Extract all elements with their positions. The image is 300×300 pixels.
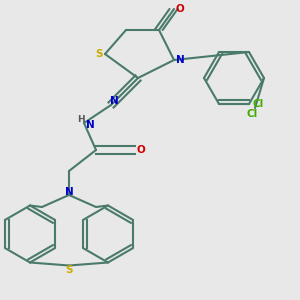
Text: S: S [95, 49, 103, 59]
Text: N: N [85, 119, 94, 130]
Text: S: S [65, 265, 73, 275]
Text: N: N [176, 55, 184, 65]
Text: O: O [176, 4, 184, 14]
Text: N: N [64, 187, 74, 197]
Text: N: N [110, 95, 118, 106]
Text: O: O [136, 145, 146, 155]
Text: Cl: Cl [246, 109, 258, 119]
Text: H: H [77, 116, 85, 124]
Text: Cl: Cl [252, 99, 264, 109]
